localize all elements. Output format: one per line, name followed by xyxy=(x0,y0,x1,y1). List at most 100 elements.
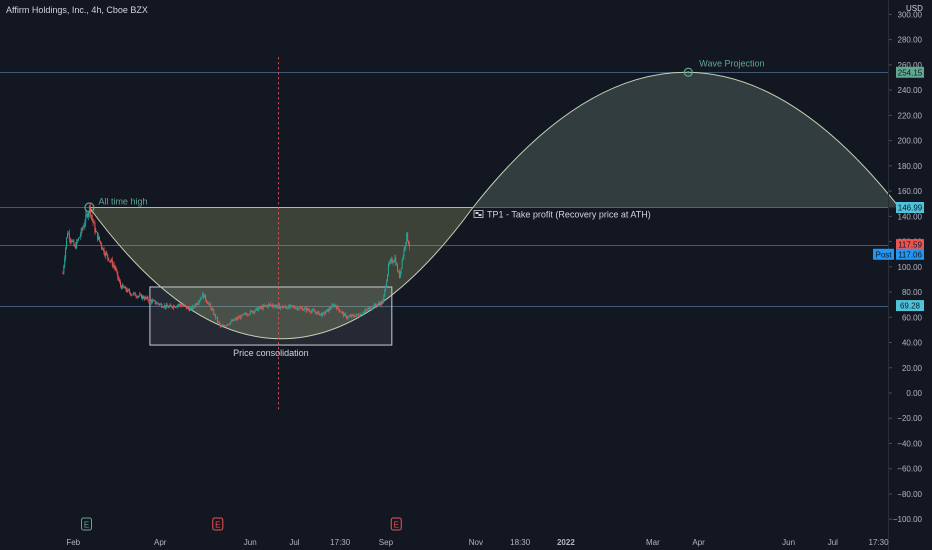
candle-body xyxy=(344,313,346,316)
candle-187 xyxy=(233,319,235,321)
candle-body xyxy=(109,260,111,262)
candle-99 xyxy=(152,299,154,302)
candle-body xyxy=(152,300,154,302)
candle-body xyxy=(70,240,72,243)
candle-148 xyxy=(197,300,199,306)
candle-body xyxy=(113,264,115,267)
candle-123 xyxy=(174,306,176,309)
candle-7 xyxy=(68,229,70,244)
projection-arc-line xyxy=(472,71,900,208)
candle-325 xyxy=(359,312,361,318)
candle-219 xyxy=(262,303,264,312)
candle-body xyxy=(102,248,104,250)
candle-body xyxy=(105,252,107,256)
candle-body xyxy=(152,300,154,303)
candle-345 xyxy=(377,300,379,307)
candle-body xyxy=(158,303,160,305)
candle-278 xyxy=(316,310,318,315)
candle-body xyxy=(331,305,333,309)
candle-body xyxy=(318,311,320,316)
candle-body xyxy=(380,301,382,306)
candle-232 xyxy=(274,304,276,308)
candle-273 xyxy=(312,307,314,314)
y-tick-label: −60.00 xyxy=(897,465,922,474)
candle-289 xyxy=(326,308,328,312)
candle-body xyxy=(351,314,353,317)
candle-body xyxy=(288,305,290,310)
candle-320 xyxy=(355,315,357,318)
chart-title: Affirm Holdings, Inc., 4h, Cboe BZX xyxy=(6,5,148,15)
price-badge-box xyxy=(896,201,924,213)
candle-368 xyxy=(398,269,400,279)
candle-body xyxy=(169,304,171,307)
candle-body xyxy=(195,303,197,305)
candle-140 xyxy=(190,306,192,311)
candle-179 xyxy=(226,324,228,327)
candle-body xyxy=(133,292,135,294)
candle-body xyxy=(134,292,136,296)
candle-body xyxy=(275,305,277,308)
post-tag-box xyxy=(873,248,894,260)
ath-label: All time high xyxy=(98,196,147,206)
candle-304 xyxy=(340,311,342,313)
candle-body xyxy=(212,308,214,310)
candle-body xyxy=(245,313,247,315)
candle-body xyxy=(281,306,283,308)
candle-255 xyxy=(295,307,297,310)
candle-93 xyxy=(147,295,149,302)
candle-266 xyxy=(305,305,307,313)
candle-body xyxy=(116,269,118,272)
candle-178 xyxy=(225,325,227,327)
candle-269 xyxy=(308,307,310,312)
candle-body xyxy=(124,287,126,289)
candle-358 xyxy=(389,258,391,265)
candle-184 xyxy=(230,318,232,324)
candle-body xyxy=(75,245,77,249)
candle-body xyxy=(355,314,357,316)
candle-body xyxy=(98,236,100,241)
candle-362 xyxy=(393,260,395,263)
price-axis[interactable]: 300.00 280.00 260.00 240.00 220.00 200.00 180.… xyxy=(889,10,923,524)
time-axis[interactable]: Feb Apr Jun Jul 17:30 Sep Nov 18:30 2022 Mar Apr Ju… xyxy=(66,538,889,547)
candle-body xyxy=(198,300,200,303)
post-tag-label: Post xyxy=(875,250,892,259)
candle-body xyxy=(220,326,222,327)
candle-97 xyxy=(151,299,153,305)
candle-45 xyxy=(103,246,105,256)
candle-body xyxy=(161,303,163,307)
candle-body xyxy=(232,319,234,322)
candle-body xyxy=(283,306,285,308)
candle-body xyxy=(242,313,244,315)
candle-106 xyxy=(159,303,161,307)
candle-body xyxy=(291,305,293,307)
candle-body xyxy=(110,259,112,262)
candle-body xyxy=(100,243,102,247)
candle-131 xyxy=(182,304,184,307)
candle-body xyxy=(135,295,137,297)
candle-body xyxy=(165,304,167,308)
candle-323 xyxy=(357,313,359,317)
candle-18 xyxy=(78,236,80,239)
projection-label: Wave Projection xyxy=(699,58,764,68)
candle-body xyxy=(78,237,80,239)
price-badge-label: 117.06 xyxy=(898,250,922,259)
candle-body xyxy=(171,305,173,308)
candle-4 xyxy=(66,237,68,250)
candle-body xyxy=(388,262,390,265)
candle-118 xyxy=(170,303,172,306)
candle-body xyxy=(334,304,336,307)
candle-312 xyxy=(347,315,349,320)
candle-137 xyxy=(187,306,189,310)
candle-body xyxy=(81,228,83,230)
candle-306 xyxy=(342,310,344,315)
candle-body xyxy=(253,311,255,313)
candle-body xyxy=(128,289,130,291)
candle-147 xyxy=(196,302,198,306)
x-tick-label: 2022 xyxy=(557,538,575,547)
candle-body xyxy=(127,289,129,292)
candle-body xyxy=(396,264,398,266)
candle-293 xyxy=(330,306,332,311)
candle-36 xyxy=(95,227,97,234)
candle-34 xyxy=(93,221,95,224)
